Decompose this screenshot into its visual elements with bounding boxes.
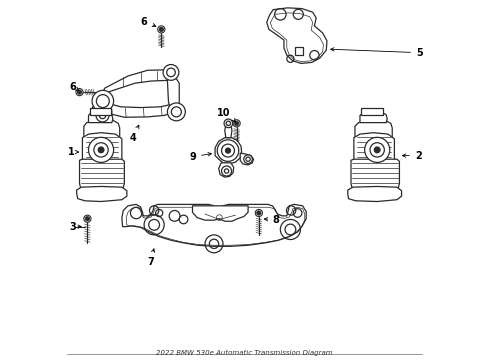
- Text: 6: 6: [140, 17, 147, 27]
- Circle shape: [373, 147, 379, 153]
- Circle shape: [255, 210, 262, 217]
- Text: 6: 6: [69, 82, 76, 93]
- Circle shape: [92, 90, 113, 112]
- Polygon shape: [266, 8, 326, 63]
- Text: 8: 8: [272, 215, 279, 225]
- Circle shape: [225, 148, 230, 153]
- Circle shape: [167, 103, 185, 121]
- Text: 10: 10: [217, 108, 230, 118]
- Circle shape: [158, 26, 164, 33]
- Circle shape: [163, 64, 179, 80]
- Text: 1: 1: [68, 147, 79, 157]
- Polygon shape: [92, 102, 112, 126]
- Text: 5: 5: [330, 48, 422, 58]
- Text: 4: 4: [129, 125, 139, 143]
- Bar: [360, 108, 382, 116]
- Circle shape: [234, 121, 238, 126]
- Polygon shape: [192, 206, 247, 221]
- Circle shape: [256, 211, 261, 215]
- Polygon shape: [224, 122, 231, 138]
- Polygon shape: [354, 120, 391, 143]
- Circle shape: [98, 147, 104, 153]
- Circle shape: [244, 155, 252, 163]
- Circle shape: [85, 217, 89, 221]
- Text: 9: 9: [189, 152, 211, 162]
- Polygon shape: [83, 120, 120, 143]
- Circle shape: [217, 140, 238, 161]
- Circle shape: [233, 120, 240, 127]
- Polygon shape: [353, 133, 394, 166]
- Circle shape: [88, 137, 113, 162]
- Polygon shape: [77, 186, 126, 202]
- Text: 7: 7: [147, 249, 154, 267]
- Polygon shape: [82, 133, 122, 166]
- Polygon shape: [102, 102, 176, 117]
- Bar: [89, 108, 111, 116]
- Circle shape: [224, 119, 232, 128]
- Polygon shape: [240, 153, 253, 165]
- Polygon shape: [215, 138, 241, 164]
- Circle shape: [76, 89, 83, 96]
- Circle shape: [83, 215, 91, 222]
- Text: 2: 2: [402, 150, 421, 161]
- Text: 2022 BMW 530e Automatic Transmission Diagram: 2022 BMW 530e Automatic Transmission Dia…: [156, 350, 332, 356]
- Polygon shape: [167, 76, 179, 108]
- Polygon shape: [218, 163, 233, 177]
- Text: 3: 3: [69, 222, 76, 231]
- Circle shape: [364, 137, 389, 162]
- Circle shape: [77, 90, 81, 94]
- Polygon shape: [88, 112, 113, 123]
- Polygon shape: [359, 112, 386, 123]
- Polygon shape: [80, 159, 124, 196]
- Circle shape: [159, 27, 163, 32]
- Bar: [294, 47, 302, 55]
- Polygon shape: [350, 159, 399, 196]
- Polygon shape: [102, 70, 171, 94]
- Polygon shape: [347, 186, 401, 202]
- Polygon shape: [122, 204, 305, 246]
